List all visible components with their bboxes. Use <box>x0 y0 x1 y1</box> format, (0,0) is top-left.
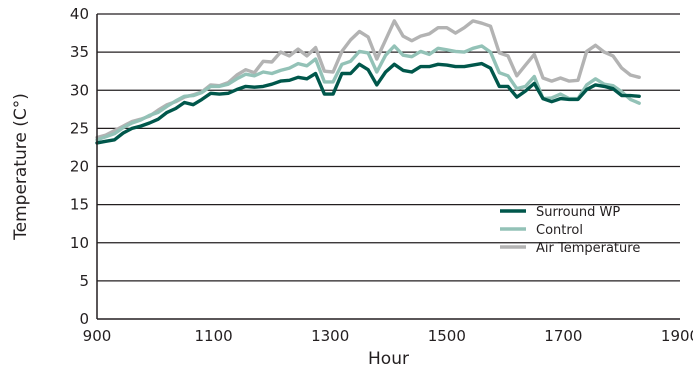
y-tick-label: 35 <box>70 43 89 61</box>
legend-item-control: Control <box>500 223 583 238</box>
x-tick-label: 1500 <box>428 327 466 345</box>
y-tick-label: 40 <box>70 5 89 23</box>
series-line-control <box>95 44 641 142</box>
legend-item-air-temperature: Air Temperature <box>500 241 640 256</box>
y-tick-label: 20 <box>70 158 89 176</box>
legend-label: Air Temperature <box>536 241 640 256</box>
legend: Surround WP Control Air Temperature <box>500 205 640 256</box>
y-tick-label: 0 <box>79 310 89 328</box>
x-tick-label: 1300 <box>311 327 349 345</box>
series-lines <box>95 19 641 145</box>
grid-lines <box>97 13 680 282</box>
legend-item-surround-wp: Surround WP <box>500 205 620 220</box>
x-tick-label: 1100 <box>195 327 233 345</box>
x-tick-label: 1700 <box>544 327 582 345</box>
legend-label: Control <box>536 223 583 238</box>
y-tick-labels: 0 5 10 15 20 25 30 35 40 <box>70 5 89 328</box>
y-tick-label: 25 <box>70 119 89 137</box>
y-axis-title: Temperature (C°) <box>11 93 31 241</box>
y-tick-label: 5 <box>79 272 89 290</box>
series-line-air-temperature <box>95 19 641 140</box>
series-line-surround-wp <box>95 61 641 145</box>
legend-label: Surround WP <box>536 205 620 220</box>
axes <box>96 14 680 320</box>
y-tick-label: 15 <box>70 196 89 214</box>
y-tick-label: 10 <box>70 234 89 252</box>
y-tick-label: 30 <box>70 81 89 99</box>
x-axis-title: Hour <box>368 349 409 369</box>
x-tick-label: 900 <box>83 327 112 345</box>
